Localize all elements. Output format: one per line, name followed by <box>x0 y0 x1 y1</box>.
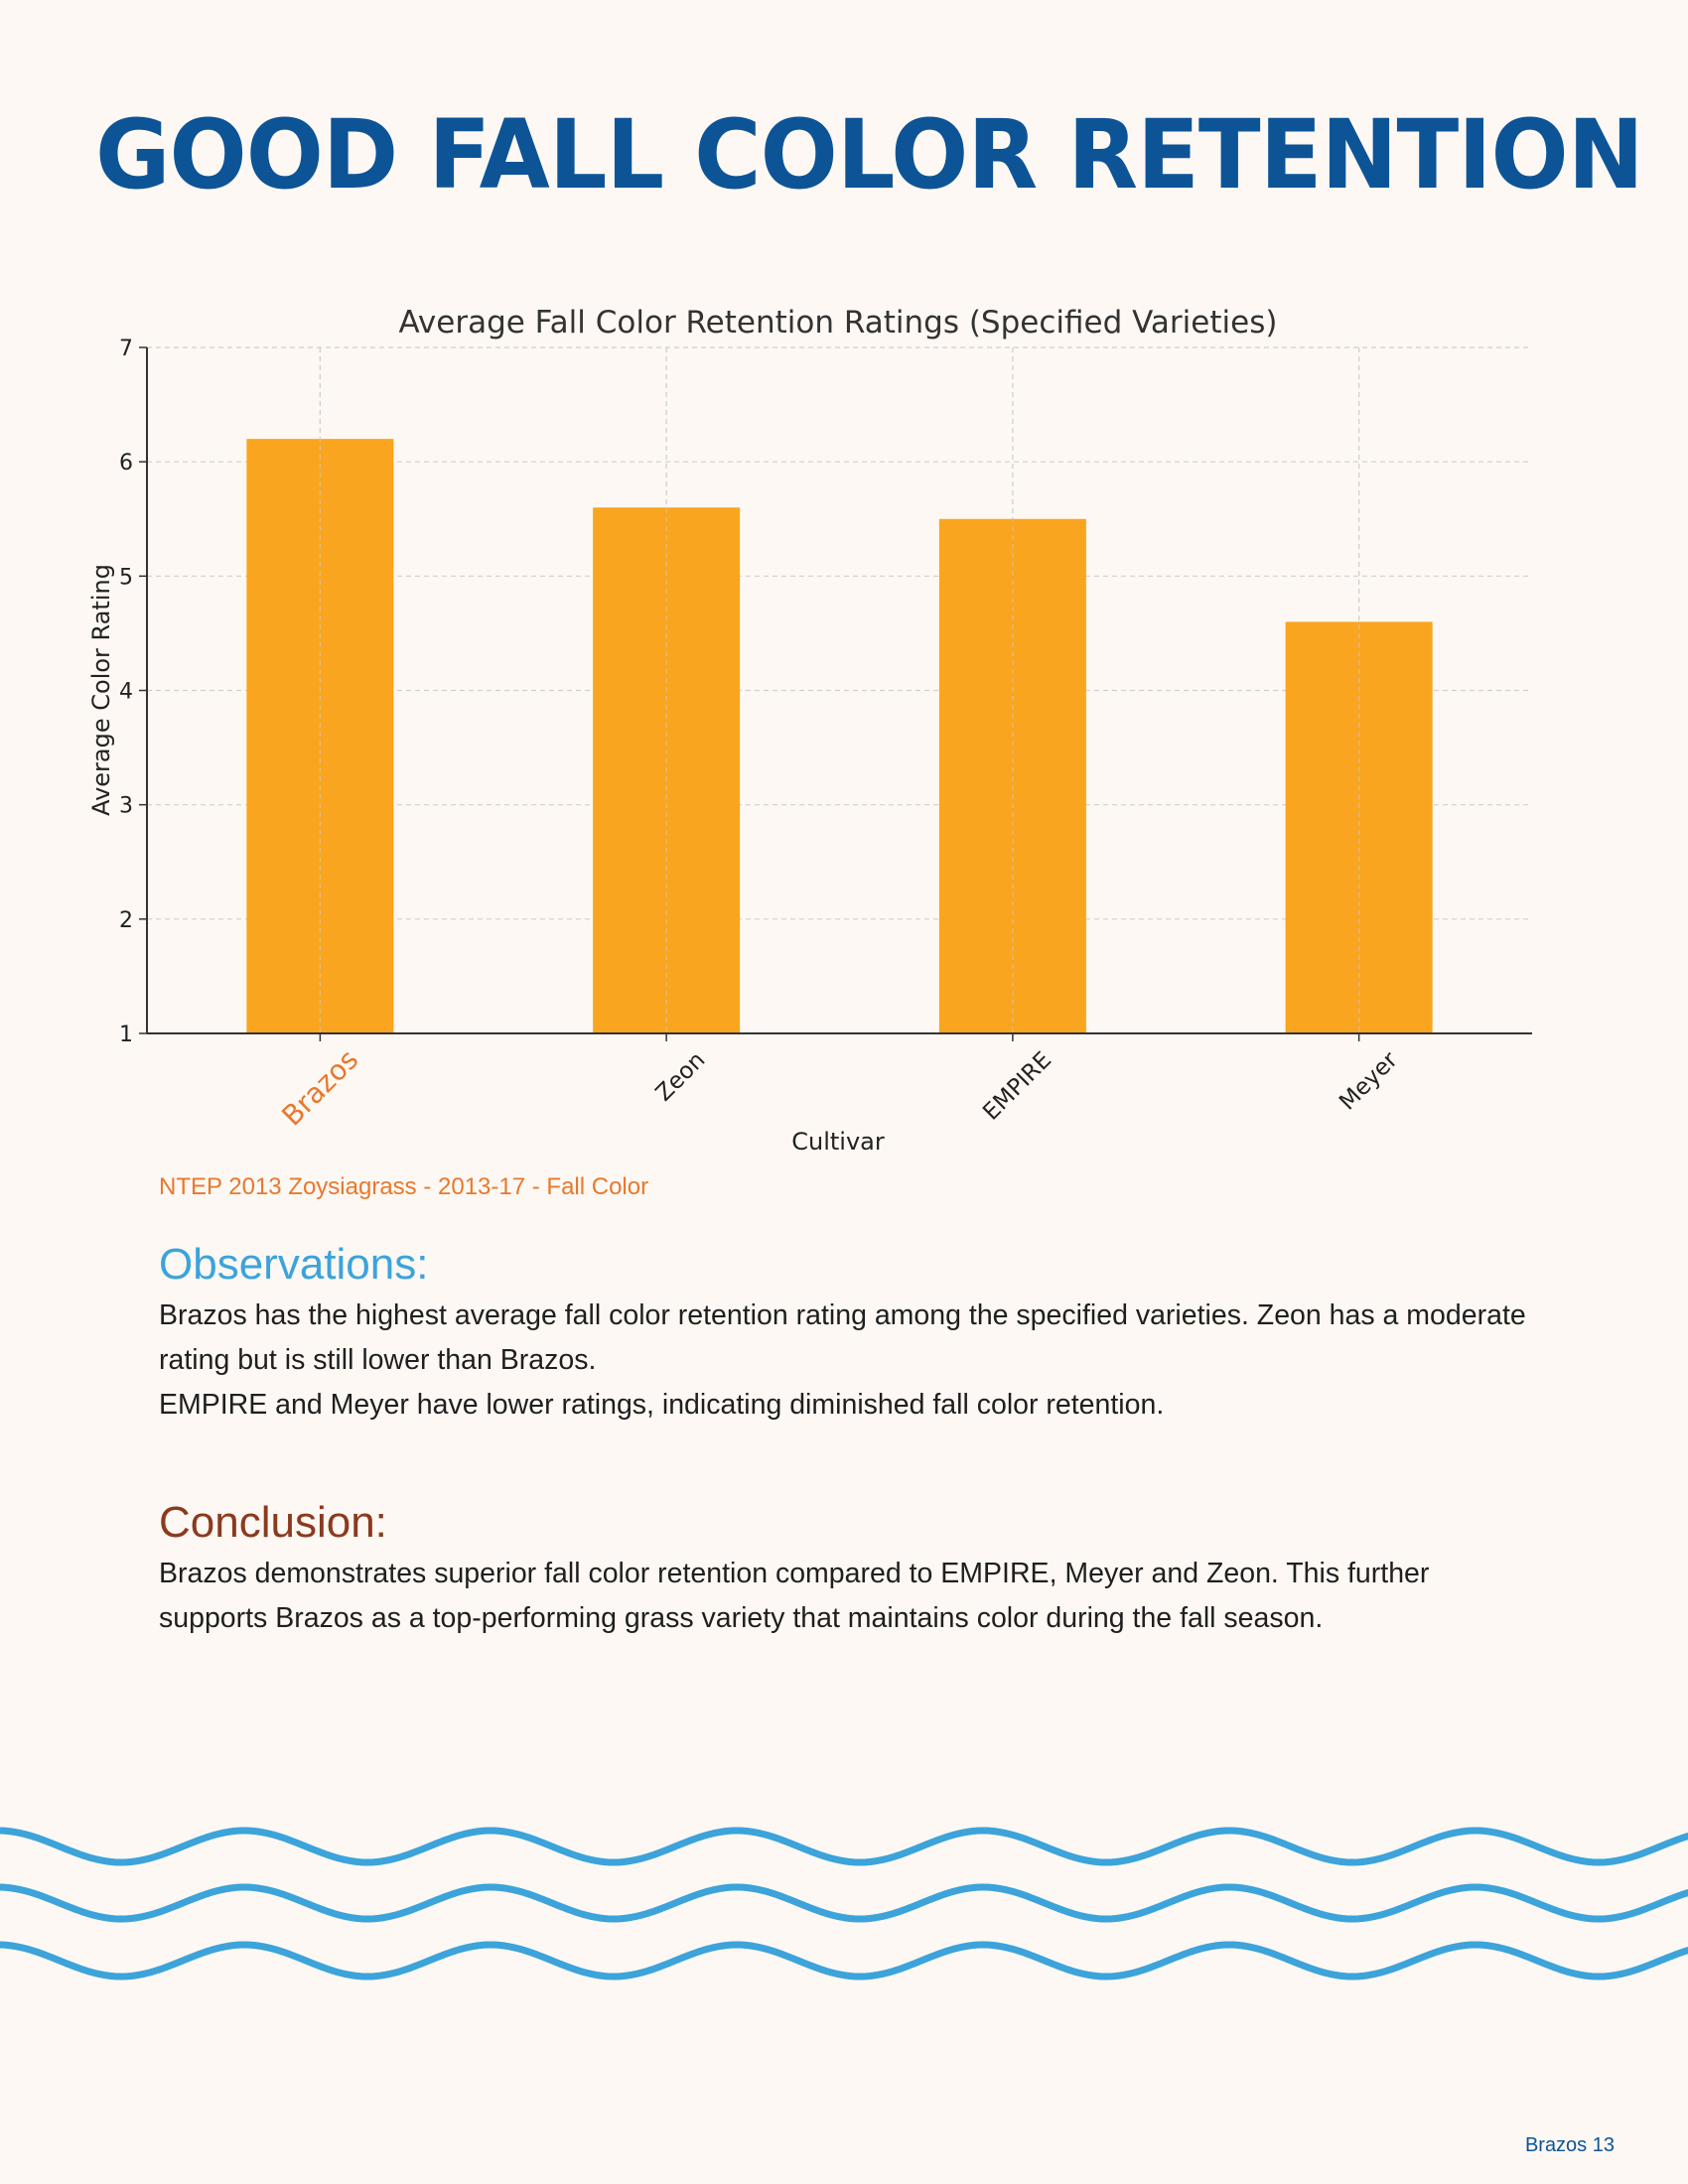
wave-line-1 <box>0 1827 1688 1866</box>
y-tick-label: 6 <box>119 451 133 476</box>
y-axis-label: Average Color Rating <box>87 564 115 816</box>
x-tick-label-meyer: Meyer <box>1335 1046 1403 1115</box>
chart-bars <box>246 347 1433 1034</box>
x-tick-label-empire: EMPIRE <box>978 1047 1056 1126</box>
bar-meyer <box>1285 621 1433 1033</box>
y-tick-label: 7 <box>119 337 133 361</box>
page-title: GOOD FALL COLOR RETENTION <box>95 98 1644 210</box>
observations-line-1: Brazos has the highest average fall colo… <box>159 1299 1526 1376</box>
y-tick-label: 1 <box>119 1023 133 1047</box>
chart-source: NTEP 2013 Zoysiagrass - 2013-17 - Fall C… <box>159 1173 649 1200</box>
page-number: Brazos 13 <box>1524 2134 1615 2156</box>
observations-line-2: EMPIRE and Meyer have lower ratings, ind… <box>159 1389 1165 1421</box>
x-axis-label: Cultivar <box>791 1128 885 1156</box>
chart-title: Average Fall Color Retention Ratings (Sp… <box>399 305 1278 341</box>
decorative-waves <box>0 1827 1688 1980</box>
x-tick-label-zeon: Zeon <box>651 1047 711 1107</box>
x-tick-labels: Brazos Zeon EMPIRE Meyer <box>275 1033 1403 1133</box>
wave-line-3 <box>0 1941 1688 1980</box>
y-tick-label: 2 <box>119 908 133 933</box>
y-tick-label: 3 <box>119 794 133 819</box>
conclusion-heading: Conclusion: <box>159 1498 387 1547</box>
y-tick-labels: 1 2 3 4 5 6 7 <box>119 337 147 1047</box>
bar-chart: Average Fall Color Retention Ratings (Sp… <box>87 305 1532 1156</box>
observations-body: Brazos has the highest average fall colo… <box>159 1294 1529 1428</box>
conclusion-body: Brazos demonstrates superior fall color … <box>159 1552 1529 1641</box>
observations-heading: Observations: <box>159 1240 429 1289</box>
y-tick-label: 4 <box>119 680 133 705</box>
x-tick-label-brazos: Brazos <box>275 1043 364 1133</box>
y-tick-label: 5 <box>119 565 133 590</box>
conclusion-text: Brazos demonstrates superior fall color … <box>159 1558 1430 1634</box>
wave-line-2 <box>0 1883 1688 1923</box>
